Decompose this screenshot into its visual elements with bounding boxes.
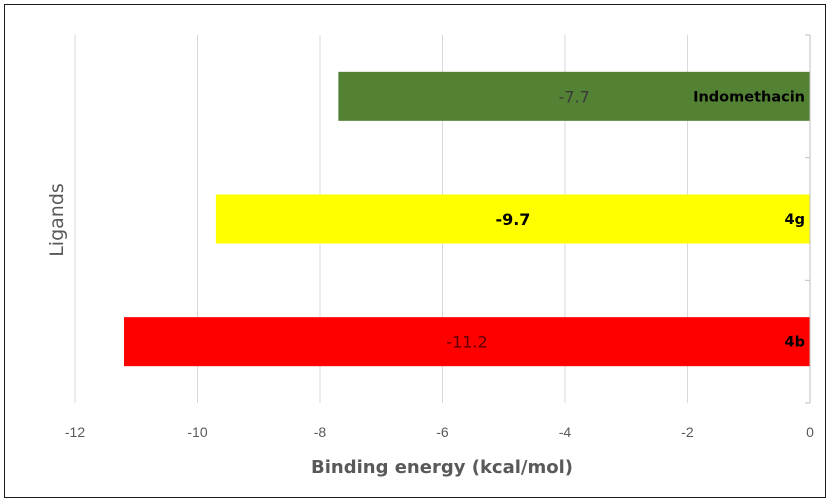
bar-indomethacin: [338, 71, 810, 121]
category-label: Indomethacin: [693, 89, 805, 105]
bar-value-label: -7.7: [559, 87, 590, 106]
bar-4b: [124, 317, 810, 367]
x-tick-label: -4: [559, 424, 572, 440]
bar-4g: [215, 194, 810, 244]
category-label: 4g: [785, 212, 805, 228]
bars: [124, 71, 810, 367]
x-tick-label: -12: [65, 424, 85, 440]
y-axis-title: Ligands: [46, 183, 68, 257]
x-tick-label: -8: [314, 424, 327, 440]
bar-value-label: -9.7: [495, 210, 530, 229]
x-tick-label: 0: [806, 424, 814, 440]
axes: -12 -10 -8 -6 -4 -2 0: [65, 34, 814, 440]
category-label: 4b: [785, 335, 805, 351]
x-tick-label: -10: [187, 424, 207, 440]
x-tick-label: -6: [436, 424, 449, 440]
bar-labels: -7.7 Indomethacin -9.7 4g -11.2 4b: [446, 87, 805, 351]
bar-value-label: -11.2: [446, 333, 487, 352]
x-tick-label: -2: [681, 424, 694, 440]
x-axis-title: Binding energy (kcal/mol): [311, 457, 573, 478]
